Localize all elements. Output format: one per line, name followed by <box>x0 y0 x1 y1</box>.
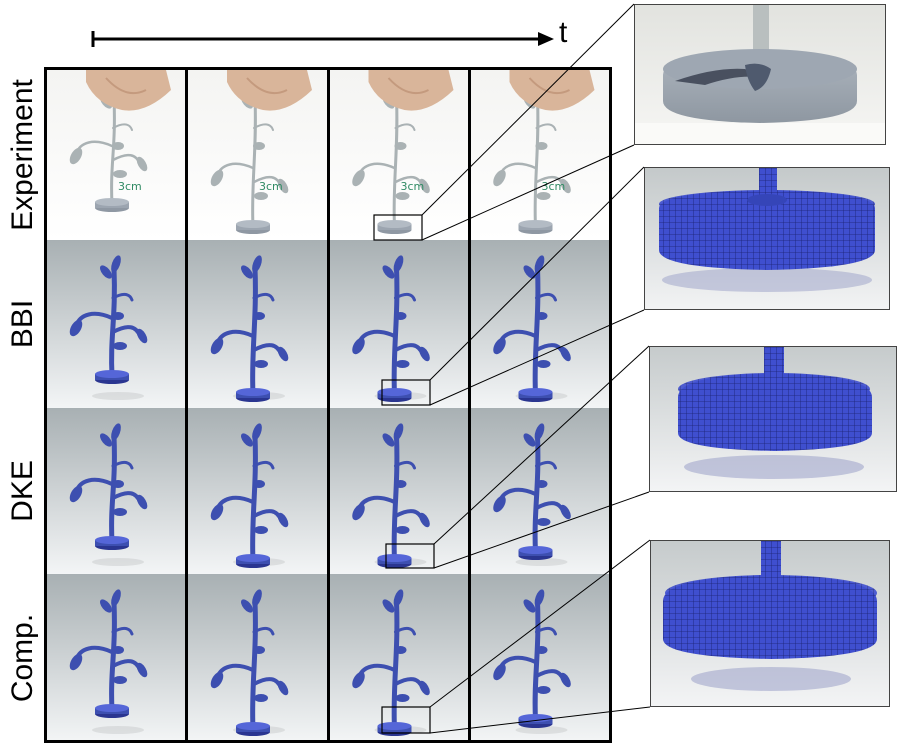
panel-experiment-t3: 3cm <box>329 70 468 240</box>
zoom-inset-bbi <box>644 167 890 310</box>
plant-marking-text: 3cm <box>401 180 425 193</box>
plant-simulation <box>352 255 430 402</box>
zoom-inset-experiment <box>634 4 886 145</box>
plant-simulation <box>493 255 571 402</box>
panel-dke-t3 <box>329 408 468 574</box>
column-divider <box>185 70 188 740</box>
panel-experiment-t2: 3cm <box>187 70 327 240</box>
panel-comp-t2 <box>187 574 327 740</box>
time-axis-label: t <box>559 16 568 49</box>
panel-comp-t3 <box>329 574 468 740</box>
panel-experiment-t1: 3cm <box>47 70 185 240</box>
plant-simulation <box>493 423 571 566</box>
time-arrow <box>91 31 554 47</box>
zoom-inset-comp <box>650 540 890 707</box>
panel-dke-t4 <box>470 408 609 574</box>
plant-marking-text: 3cm <box>118 180 142 193</box>
plant-simulation <box>210 423 289 568</box>
panel-dke-t1 <box>47 408 185 574</box>
plant-simulation <box>352 589 430 736</box>
plant-simulation <box>69 589 148 734</box>
zoom-inset-dke <box>649 346 897 492</box>
plant-simulation <box>69 255 148 400</box>
result-grid: 3cm 3cm 3cm 3cm <box>44 67 612 743</box>
column-divider <box>327 70 330 740</box>
plant-simulation <box>210 255 289 402</box>
panel-comp-t1 <box>47 574 185 740</box>
panel-bbi-t4 <box>470 240 609 408</box>
panel-dke-t2 <box>187 408 327 574</box>
plant-simulation <box>352 423 430 568</box>
panel-bbi-t2 <box>187 240 327 408</box>
plant-marking-text: 3cm <box>259 180 283 193</box>
plant-simulation <box>210 589 289 736</box>
column-divider <box>468 70 471 740</box>
panel-bbi-t1 <box>47 240 185 408</box>
plant-photo: 3cm <box>69 85 148 212</box>
plant-simulation <box>69 423 148 566</box>
